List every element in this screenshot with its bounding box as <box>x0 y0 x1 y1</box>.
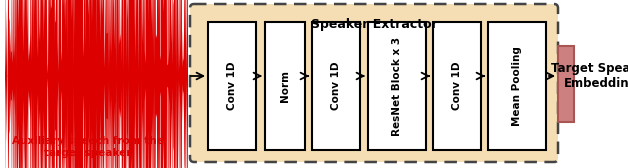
Text: Auxiliary speech from the
target speaker: Auxiliary speech from the target speaker <box>12 136 164 158</box>
Text: Conv 1D: Conv 1D <box>331 62 341 110</box>
FancyBboxPatch shape <box>208 22 256 150</box>
Text: Conv 1D: Conv 1D <box>452 62 462 110</box>
Text: Speaker Extractor: Speaker Extractor <box>311 18 437 31</box>
Text: ResNet Block x 3: ResNet Block x 3 <box>392 36 402 136</box>
FancyBboxPatch shape <box>312 22 360 150</box>
FancyBboxPatch shape <box>265 22 305 150</box>
FancyBboxPatch shape <box>190 4 558 162</box>
Text: Target Speaker
Embedding: Target Speaker Embedding <box>551 62 628 90</box>
Text: Mean Pooling: Mean Pooling <box>512 46 522 126</box>
FancyBboxPatch shape <box>368 22 426 150</box>
Text: Conv 1D: Conv 1D <box>227 62 237 110</box>
FancyBboxPatch shape <box>433 22 481 150</box>
FancyBboxPatch shape <box>558 46 574 122</box>
FancyBboxPatch shape <box>488 22 546 150</box>
Text: Norm: Norm <box>280 70 290 102</box>
